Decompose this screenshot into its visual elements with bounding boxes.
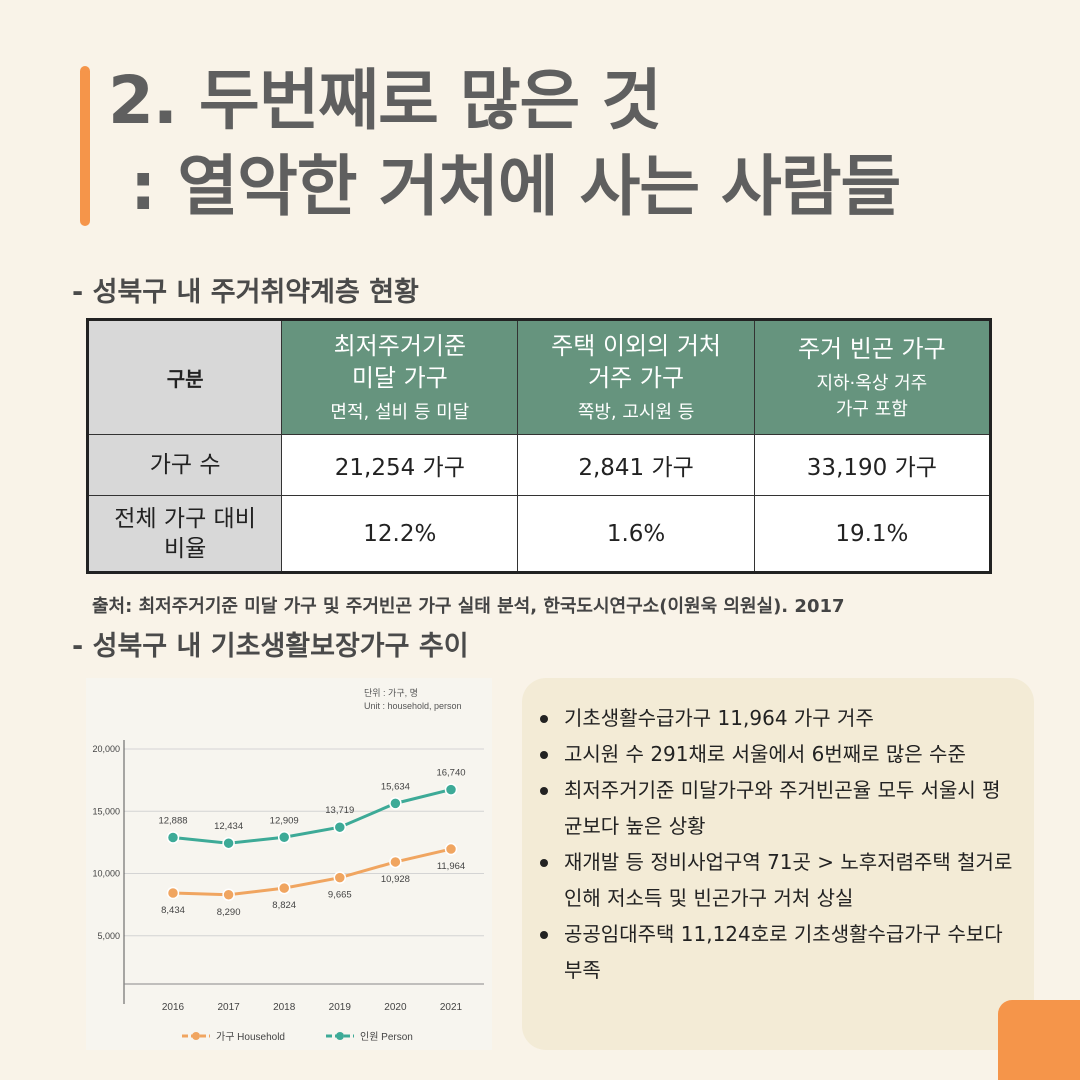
column-title: 주거 빈곤 가구 xyxy=(797,334,946,363)
data-point xyxy=(333,871,347,884)
row-label: 가구 수 xyxy=(86,434,283,497)
data-point xyxy=(444,842,458,856)
section-heading-housing: - 성북구 내 주거취약계층 현황 xyxy=(72,277,419,308)
data-point xyxy=(333,820,347,834)
table-cell: 1.6% xyxy=(517,495,755,573)
summary-list: 기초생활수급가구 11,964 가구 거주 고시원 수 291채로 서울에서 6… xyxy=(540,700,1018,988)
corner-accent-shape xyxy=(998,1000,1080,1080)
table-cell: 21,254 가구 xyxy=(281,434,519,497)
data-label: 9,665 xyxy=(328,890,352,901)
data-label: 13,719 xyxy=(325,805,354,816)
table-cell: 33,190 가구 xyxy=(753,434,992,497)
data-point xyxy=(222,888,235,902)
chart-canvas: 단위 : 가구, 명 Unit : household, person 5,000 1… xyxy=(92,688,484,1043)
data-label: 11,964 xyxy=(437,861,465,872)
column-subtitle: 지하·옥상 거주 가구 포함 xyxy=(816,372,928,420)
column-title: 주택 이외의 거처 거주 가구 xyxy=(551,331,721,392)
x-tick-label: 2021 xyxy=(440,1002,463,1013)
list-item: 고시원 수 291채로 서울에서 6번째로 많은 수준 xyxy=(540,736,1018,772)
x-tick-label: 2017 xyxy=(217,1002,240,1013)
data-point xyxy=(166,831,180,844)
welfare-line-chart: 단위 : 가구, 명 Unit : household, person 5,000 1… xyxy=(86,678,492,1050)
table-column-header: 최저주거기준 미달 가구 면적, 설비 등 미달 xyxy=(281,318,519,436)
data-point xyxy=(222,836,235,850)
column-title: 최저주거기준 미달 가구 xyxy=(333,331,467,392)
summary-panel: 기초생활수급가구 11,964 가구 거주 고시원 수 291채로 서울에서 6… xyxy=(522,678,1034,1050)
y-tick-label: 10,000 xyxy=(92,869,120,879)
y-tick-label: 5,000 xyxy=(97,931,120,941)
housing-table: 구분 최저주거기준 미달 가구 면적, 설비 등 미달 주택 이외의 거처 거주… xyxy=(86,318,992,574)
table-cell: 19.1% xyxy=(753,495,992,573)
source-note: 출처: 최저주거기준 미달 가구 및 주거빈곤 가구 실태 분석, 한국도시연구… xyxy=(92,596,845,617)
table-column-header: 주택 이외의 거처 거주 가구 쪽방, 고시원 등 xyxy=(517,318,755,436)
data-point xyxy=(166,886,180,900)
legend-swatch-dot xyxy=(192,1032,200,1040)
y-tick-label: 20,000 xyxy=(92,744,120,754)
table-column-header: 주거 빈곤 가구 지하·옥상 거주 가구 포함 xyxy=(753,318,992,436)
legend-swatch-dot xyxy=(336,1032,344,1040)
data-label: 15,634 xyxy=(381,781,410,792)
table-row: 전체 가구 대비 비율 12.2% 1.6% 19.1% xyxy=(86,495,992,573)
list-item: 최저주거기준 미달가구와 주거빈곤율 모두 서울시 평균보다 높은 상황 xyxy=(540,772,1018,844)
list-item: 재개발 등 정비사업구역 71곳 > 노후저렴주택 철거로 인해 저소득 및 빈… xyxy=(540,844,1018,916)
data-point xyxy=(389,855,402,869)
page-title: 2. 두번째로 많은 것 : 열악한 거처에 사는 사람들 xyxy=(108,58,901,230)
column-subtitle: 면적, 설비 등 미달 xyxy=(330,401,470,423)
data-label: 12,888 xyxy=(158,816,187,827)
title-line-1: 2. 두번째로 많은 것 xyxy=(108,62,662,139)
x-tick-label: 2020 xyxy=(384,1002,407,1013)
list-item: 공공임대주택 11,124호로 기초생활수급가구 수보다 부족 xyxy=(540,916,1018,988)
section-heading-welfare: - 성북구 내 기초생활보장가구 추이 xyxy=(72,631,469,662)
row-label: 전체 가구 대비 비율 xyxy=(86,495,283,573)
table-corner-header: 구분 xyxy=(86,318,283,436)
title-accent-bar xyxy=(80,66,90,226)
data-label: 8,824 xyxy=(272,900,296,911)
data-label: 8,290 xyxy=(217,907,241,918)
legend-label: 가구 Household xyxy=(216,1031,285,1043)
y-tick-label: 15,000 xyxy=(92,806,120,816)
x-tick-label: 2018 xyxy=(273,1002,296,1013)
x-tick-label: 2016 xyxy=(162,1002,185,1013)
data-point xyxy=(444,783,458,796)
chart-unit-label: 단위 : 가구, 명 xyxy=(364,688,418,698)
list-item: 기초생활수급가구 11,964 가구 거주 xyxy=(540,700,1018,736)
table-cell: 12.2% xyxy=(281,495,519,573)
legend-label: 인원 Person xyxy=(360,1031,413,1043)
title-line-2: : 열악한 거처에 사는 사람들 xyxy=(108,148,901,225)
data-point xyxy=(277,831,291,844)
data-label: 12,434 xyxy=(214,821,243,832)
table-row: 가구 수 21,254 가구 2,841 가구 33,190 가구 xyxy=(86,434,992,497)
column-subtitle: 쪽방, 고시원 등 xyxy=(577,401,695,423)
x-tick-label: 2019 xyxy=(329,1002,352,1013)
data-point xyxy=(277,881,291,895)
series-line-person xyxy=(172,788,452,845)
data-label: 10,928 xyxy=(381,874,410,885)
chart-unit-label-en: Unit : household, person xyxy=(364,701,462,711)
data-label: 12,909 xyxy=(270,815,299,826)
data-point xyxy=(389,797,402,810)
series-line-household xyxy=(172,847,452,897)
table-cell: 2,841 가구 xyxy=(517,434,755,497)
data-label: 16,740 xyxy=(436,768,465,779)
data-label: 8,434 xyxy=(161,905,185,916)
